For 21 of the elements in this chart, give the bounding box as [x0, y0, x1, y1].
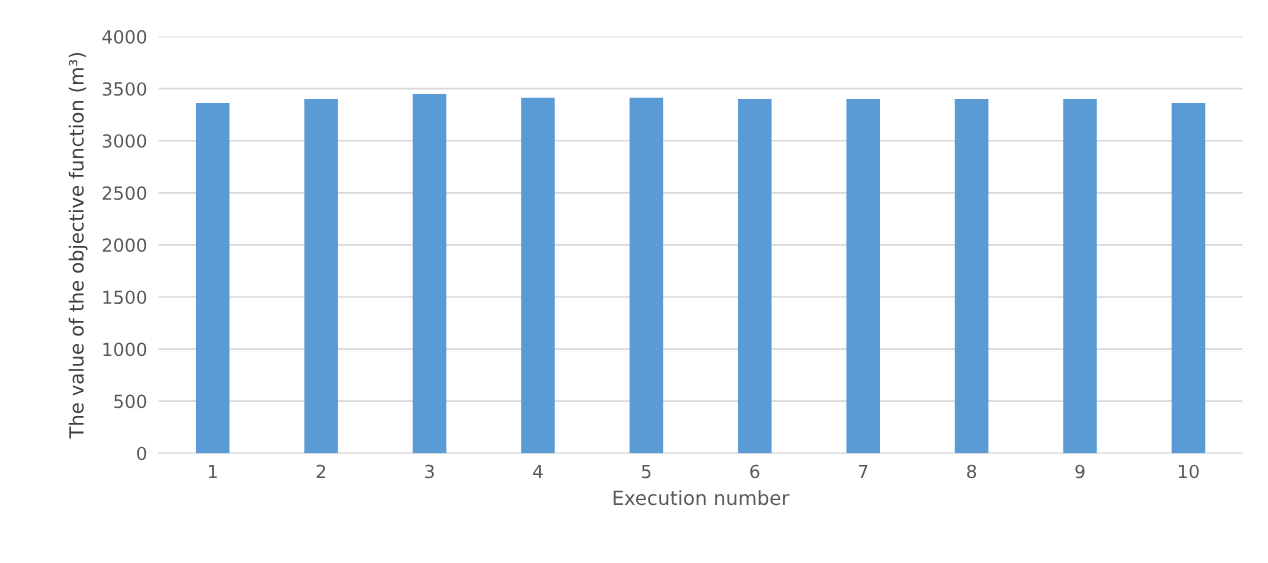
y-tick-label: 2000: [102, 238, 147, 253]
y-tick-label: 1000: [103, 342, 147, 357]
x-tick-label: 3: [425, 464, 434, 479]
y-tick-label: 500: [114, 394, 147, 409]
y-tick-label: 3000: [102, 134, 147, 148]
x-tick-label: 5: [642, 464, 651, 479]
x-axis-title: Execution number: [613, 490, 790, 506]
y-tick-label: 0: [137, 446, 147, 461]
y-tick-label: 3500: [102, 82, 147, 96]
x-tick-label: 6: [750, 464, 760, 479]
x-tick-label: 7: [858, 464, 868, 479]
x-tick-label: 8: [967, 464, 977, 479]
x-tick-label: 10: [1178, 464, 1199, 479]
y-tick-label: 2500: [102, 186, 147, 200]
y-tick-label: 1500: [103, 290, 147, 305]
x-tick-label: 2: [316, 464, 326, 479]
y-tick-label: 4000: [102, 30, 147, 44]
x-tick-label: 4: [533, 464, 543, 479]
x-tick-label: 1: [208, 464, 217, 479]
x-tick-label: 9: [1075, 464, 1085, 479]
y-axis-title: The value of the objective function (m³): [68, 53, 88, 439]
